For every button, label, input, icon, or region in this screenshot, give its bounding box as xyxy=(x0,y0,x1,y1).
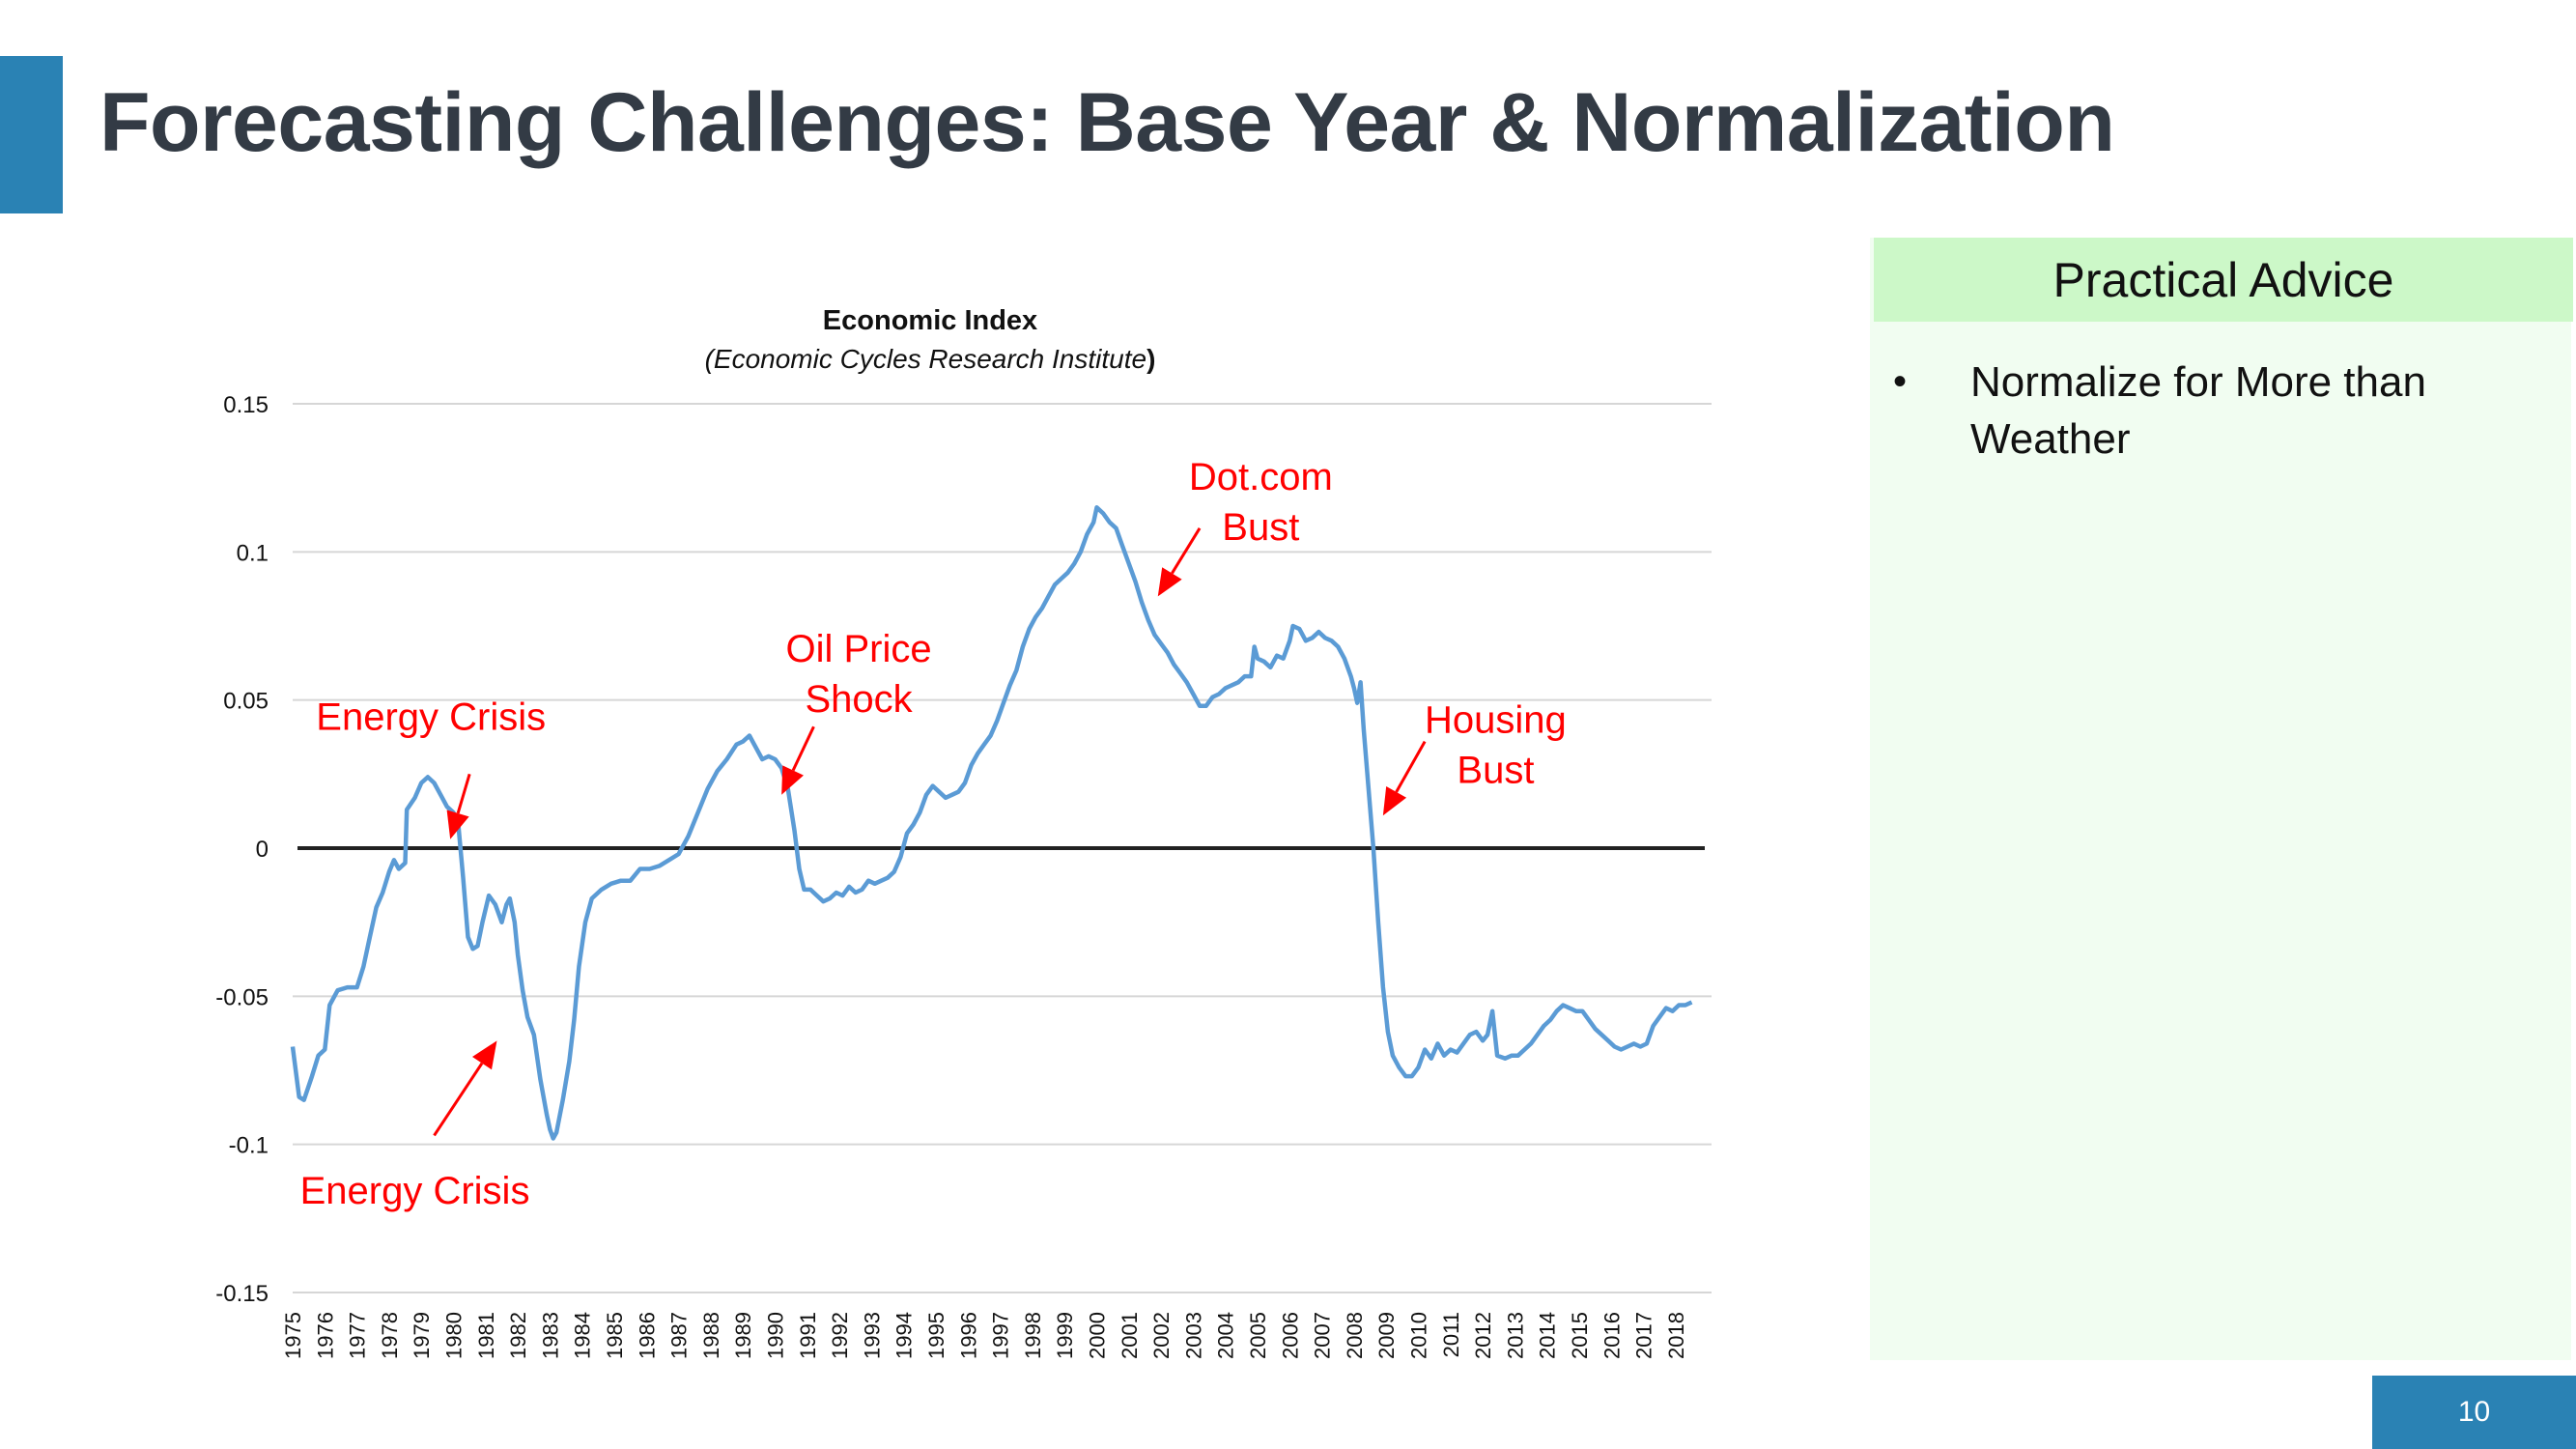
x-tick-label: 1991 xyxy=(796,1312,820,1359)
annotation-arrow-shaft xyxy=(456,773,471,814)
chart-subtitle-open: ( xyxy=(705,344,717,374)
annotation-label: Oil Price xyxy=(786,628,932,670)
annotation-arrow-head xyxy=(781,765,804,795)
x-tick-label: 1975 xyxy=(281,1312,305,1359)
annotation-label: Bust xyxy=(1222,506,1299,549)
x-tick-label: 1997 xyxy=(989,1312,1013,1359)
y-tick-label: 0.1 xyxy=(237,540,269,566)
page-number: 10 xyxy=(2372,1376,2576,1449)
series xyxy=(290,505,1693,1141)
chart-subtitle-close: ) xyxy=(1146,344,1155,374)
annotation-arrow-head xyxy=(471,1040,497,1070)
annotation: Housing Bust xyxy=(1382,698,1567,816)
x-tick-label: 1985 xyxy=(603,1312,627,1359)
annotation-arrow-shaft xyxy=(1395,740,1427,793)
x-tick-label: 1986 xyxy=(635,1312,659,1359)
x-tick-label: 1976 xyxy=(313,1312,337,1359)
x-tick-label: 2014 xyxy=(1536,1312,1560,1359)
slide-title: Forecasting Challenges: Base Year & Norm… xyxy=(99,76,2115,169)
x-tick-label: 2007 xyxy=(1311,1312,1335,1359)
advice-item: • Normalize for More than Weather xyxy=(1883,354,2560,468)
annotation: Oil Price Shock xyxy=(781,628,932,795)
annotation: Energy Crisis xyxy=(316,696,546,839)
x-tick-label: 1977 xyxy=(346,1312,370,1359)
x-tick-label: 1998 xyxy=(1021,1312,1045,1359)
annotation-arrow-shaft xyxy=(1171,527,1202,575)
x-tick-label: 2015 xyxy=(1568,1312,1592,1359)
x-tick-label: 2001 xyxy=(1118,1312,1142,1359)
y-tick-label: -0.05 xyxy=(215,984,269,1010)
x-tick-label: 1982 xyxy=(506,1312,530,1359)
annotations: Energy Crisis Energy Crisis Oil Price Shock… xyxy=(300,456,1567,1212)
x-tick-label: 2011 xyxy=(1439,1312,1463,1357)
chart-subtitle-source: Economic Cycles Research Institute xyxy=(714,344,1146,374)
bullet-icon: • xyxy=(1893,360,1908,403)
annotation-label: Energy Crisis xyxy=(300,1170,530,1212)
annotation: Dot.com Bust xyxy=(1157,456,1333,597)
y-tick-label: 0.15 xyxy=(223,392,269,418)
x-tick-label: 2002 xyxy=(1149,1312,1174,1359)
x-tick-label: 2004 xyxy=(1214,1312,1238,1359)
x-tick-label: 2012 xyxy=(1471,1312,1495,1359)
y-tick-label: 0 xyxy=(256,837,269,863)
advice-panel xyxy=(1870,238,2571,1360)
annotation-arrow-shaft xyxy=(433,1062,484,1137)
x-tick-label: 1980 xyxy=(442,1312,467,1359)
economic-index-chart: 0.150.10.050-0.05-0.1-0.15 1975 1976 1977 1… xyxy=(215,305,1712,1359)
x-tick-label: 1989 xyxy=(731,1312,755,1359)
annotation-arrow-shaft xyxy=(791,725,815,772)
x-tick-label: 2018 xyxy=(1664,1312,1688,1359)
x-tick-label: 1981 xyxy=(474,1312,498,1359)
x-tick-label: 2003 xyxy=(1181,1312,1205,1359)
annotation-label: Dot.com xyxy=(1189,456,1333,498)
annotation-arrow-head xyxy=(446,810,469,839)
x-tick-label: 1992 xyxy=(828,1312,852,1359)
x-tick-label: 1996 xyxy=(956,1312,980,1359)
x-tick-label: 1999 xyxy=(1053,1312,1077,1359)
title-accent-bar xyxy=(0,56,63,213)
gridlines xyxy=(293,403,1712,1293)
x-tick-label: 1993 xyxy=(860,1312,884,1359)
x-tick-label: 1987 xyxy=(667,1312,692,1359)
series-line xyxy=(290,505,1693,1141)
annotation-arrow-head xyxy=(1157,567,1182,597)
x-tick-label: 1983 xyxy=(538,1312,562,1359)
y-axis-ticks: 0.15 0.1 0.05 0 -0.05 -0.1 -0.15 xyxy=(215,392,269,1307)
x-tick-label: 2005 xyxy=(1246,1312,1270,1359)
y-tick-label: -0.15 xyxy=(215,1281,269,1307)
advice-list: • Normalize for More than Weather xyxy=(1883,354,2560,468)
x-tick-label: 1990 xyxy=(764,1312,788,1359)
x-tick-label: 2006 xyxy=(1278,1312,1302,1359)
x-tick-label: 1988 xyxy=(699,1312,723,1359)
x-tick-label: 1979 xyxy=(410,1312,434,1359)
x-tick-label: 2017 xyxy=(1632,1312,1656,1359)
x-axis-ticks: 1975 1976 1977 1978 1979 1980 1981 1982 1983 1984… xyxy=(281,1312,1688,1359)
x-tick-label: 1995 xyxy=(924,1312,948,1359)
x-tick-label: 1984 xyxy=(571,1312,595,1359)
y-tick-label: 0.05 xyxy=(223,689,269,715)
advice-item-text: Normalize for More than Weather xyxy=(1970,358,2426,463)
x-tick-label: 2013 xyxy=(1503,1312,1527,1359)
advice-header: Practical Advice xyxy=(1874,238,2573,322)
x-tick-label: 2000 xyxy=(1086,1312,1110,1359)
annotation: Energy Crisis xyxy=(300,1040,530,1212)
annotation-label: Bust xyxy=(1457,749,1534,791)
chart-subtitle: (Economic Cycles Research Institute) xyxy=(705,344,1156,374)
x-tick-label: 2016 xyxy=(1599,1312,1624,1359)
x-tick-label: 1994 xyxy=(892,1312,917,1359)
x-tick-label: 1978 xyxy=(378,1312,402,1359)
annotation-label: Energy Crisis xyxy=(316,696,546,738)
x-tick-label: 2010 xyxy=(1407,1312,1431,1359)
x-tick-label: 2009 xyxy=(1374,1312,1399,1359)
chart-title: Economic Index xyxy=(823,305,1037,336)
x-tick-label: 2008 xyxy=(1343,1312,1367,1359)
annotation-label: Shock xyxy=(805,678,913,721)
y-tick-label: -0.1 xyxy=(229,1133,269,1159)
annotation-arrow-head xyxy=(1382,785,1407,816)
annotation-label: Housing xyxy=(1425,698,1567,741)
